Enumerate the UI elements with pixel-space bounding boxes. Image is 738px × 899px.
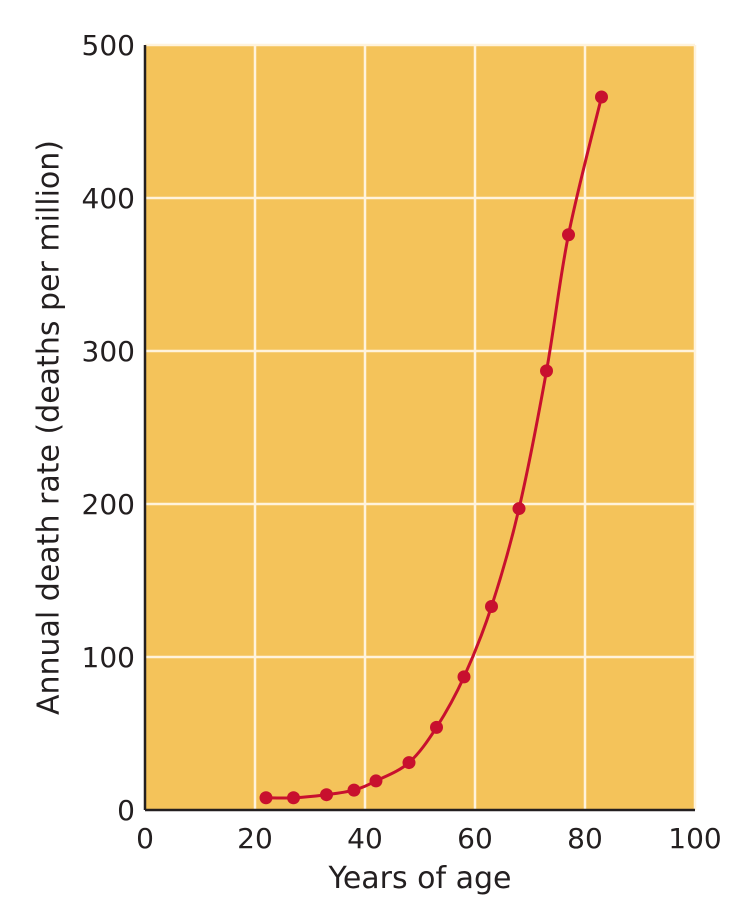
y-tick-label: 300 [82, 335, 135, 368]
data-point [287, 791, 300, 805]
x-tick-label: 80 [567, 822, 603, 855]
plot-area [145, 45, 695, 810]
y-tick-label: 500 [82, 29, 135, 62]
data-point [485, 600, 498, 614]
y-tick-label: 100 [82, 641, 135, 674]
x-tick-label: 60 [457, 822, 493, 855]
data-point [259, 791, 273, 805]
x-tick-label: 100 [668, 822, 721, 855]
y-tick-labels: 0 100 200 300 400 500 [82, 29, 135, 827]
data-point [595, 90, 608, 104]
data-points [259, 90, 608, 805]
data-point [512, 502, 526, 516]
grid [145, 43, 697, 810]
data-point [402, 756, 416, 770]
data-point [320, 788, 333, 802]
x-tick-label: 40 [347, 822, 383, 855]
x-tick-label: 20 [237, 822, 273, 855]
data-point [430, 720, 443, 734]
y-tick-label: 200 [82, 488, 135, 521]
axes [143, 45, 695, 812]
y-axis-title: Annual death rate (deaths per million) [32, 140, 67, 715]
x-tick-label: 0 [136, 822, 154, 855]
y-tick-label: 400 [82, 182, 135, 215]
data-point [457, 670, 471, 684]
y-tick-label: 0 [117, 794, 135, 827]
data-point [540, 364, 553, 378]
data-point [347, 783, 361, 797]
data-point [369, 774, 383, 788]
x-tick-labels: 0 20 40 60 80 100 [136, 822, 722, 855]
data-point [562, 228, 575, 242]
x-axis-title: Years of age [327, 861, 511, 896]
